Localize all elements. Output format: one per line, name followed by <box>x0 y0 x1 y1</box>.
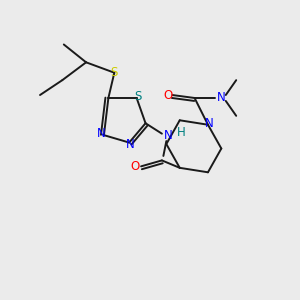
Text: N: N <box>97 127 105 140</box>
Text: O: O <box>163 88 172 101</box>
Text: S: S <box>111 66 118 79</box>
Text: N: N <box>164 129 172 142</box>
Text: N: N <box>205 117 214 130</box>
Text: N: N <box>126 138 135 151</box>
Text: S: S <box>134 90 142 103</box>
Text: N: N <box>217 92 226 104</box>
Text: H: H <box>177 126 186 139</box>
Text: O: O <box>130 160 140 173</box>
